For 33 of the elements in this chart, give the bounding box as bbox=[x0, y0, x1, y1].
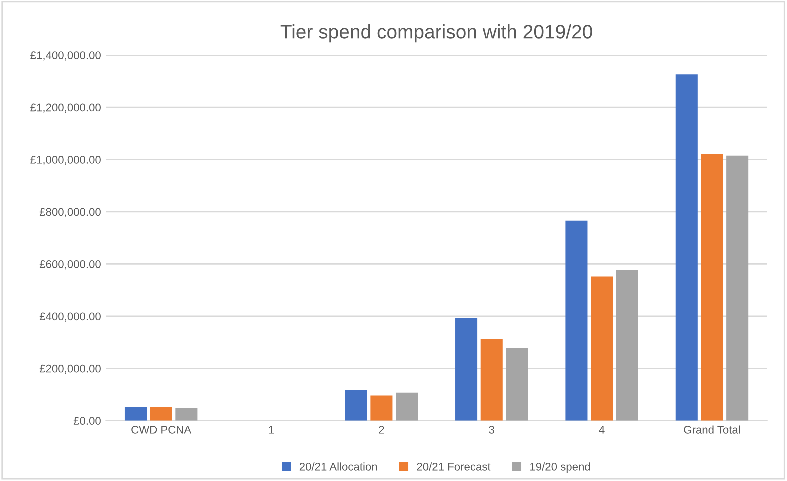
bar bbox=[176, 408, 198, 421]
bar bbox=[566, 220, 588, 421]
x-tick-label: 3 bbox=[489, 426, 494, 434]
bar bbox=[150, 407, 172, 421]
x-tick-label: CWD PCNA bbox=[132, 426, 192, 434]
bar bbox=[676, 74, 698, 421]
x-tick-label: 2 bbox=[379, 426, 384, 434]
y-tick-label: £0.00 bbox=[74, 417, 101, 426]
legend-label: 20/21 Forecast bbox=[417, 462, 491, 471]
bar bbox=[370, 396, 393, 421]
y-tick-label: £200,000.00 bbox=[40, 364, 101, 374]
bar bbox=[506, 348, 528, 421]
y-tick-label: £600,000.00 bbox=[40, 260, 101, 270]
y-tick-label: £1,200,000.00 bbox=[30, 104, 101, 113]
y-tick-label: £1,400,000.00 bbox=[30, 52, 101, 61]
chart-title: Tier spend comparison with 2019/20 bbox=[280, 24, 592, 43]
y-tick-label: £400,000.00 bbox=[40, 312, 101, 322]
bar bbox=[396, 392, 418, 421]
bar bbox=[345, 390, 368, 421]
bar bbox=[726, 156, 749, 421]
legend-label: 19/20 spend bbox=[530, 462, 590, 474]
y-tick-label: £1,000,000.00 bbox=[30, 156, 101, 166]
bar bbox=[480, 339, 503, 421]
y-tick-label: £800,000.00 bbox=[40, 208, 101, 218]
x-tick-label: 4 bbox=[599, 426, 605, 434]
bar bbox=[124, 407, 148, 421]
legend-label: 20/21 Allocation bbox=[300, 462, 378, 471]
bar bbox=[456, 318, 478, 421]
x-tick-label: Grand Total bbox=[684, 426, 740, 434]
bar bbox=[591, 276, 614, 421]
bar bbox=[616, 270, 638, 421]
x-tick-label: 1 bbox=[269, 426, 274, 434]
bar bbox=[701, 154, 724, 421]
